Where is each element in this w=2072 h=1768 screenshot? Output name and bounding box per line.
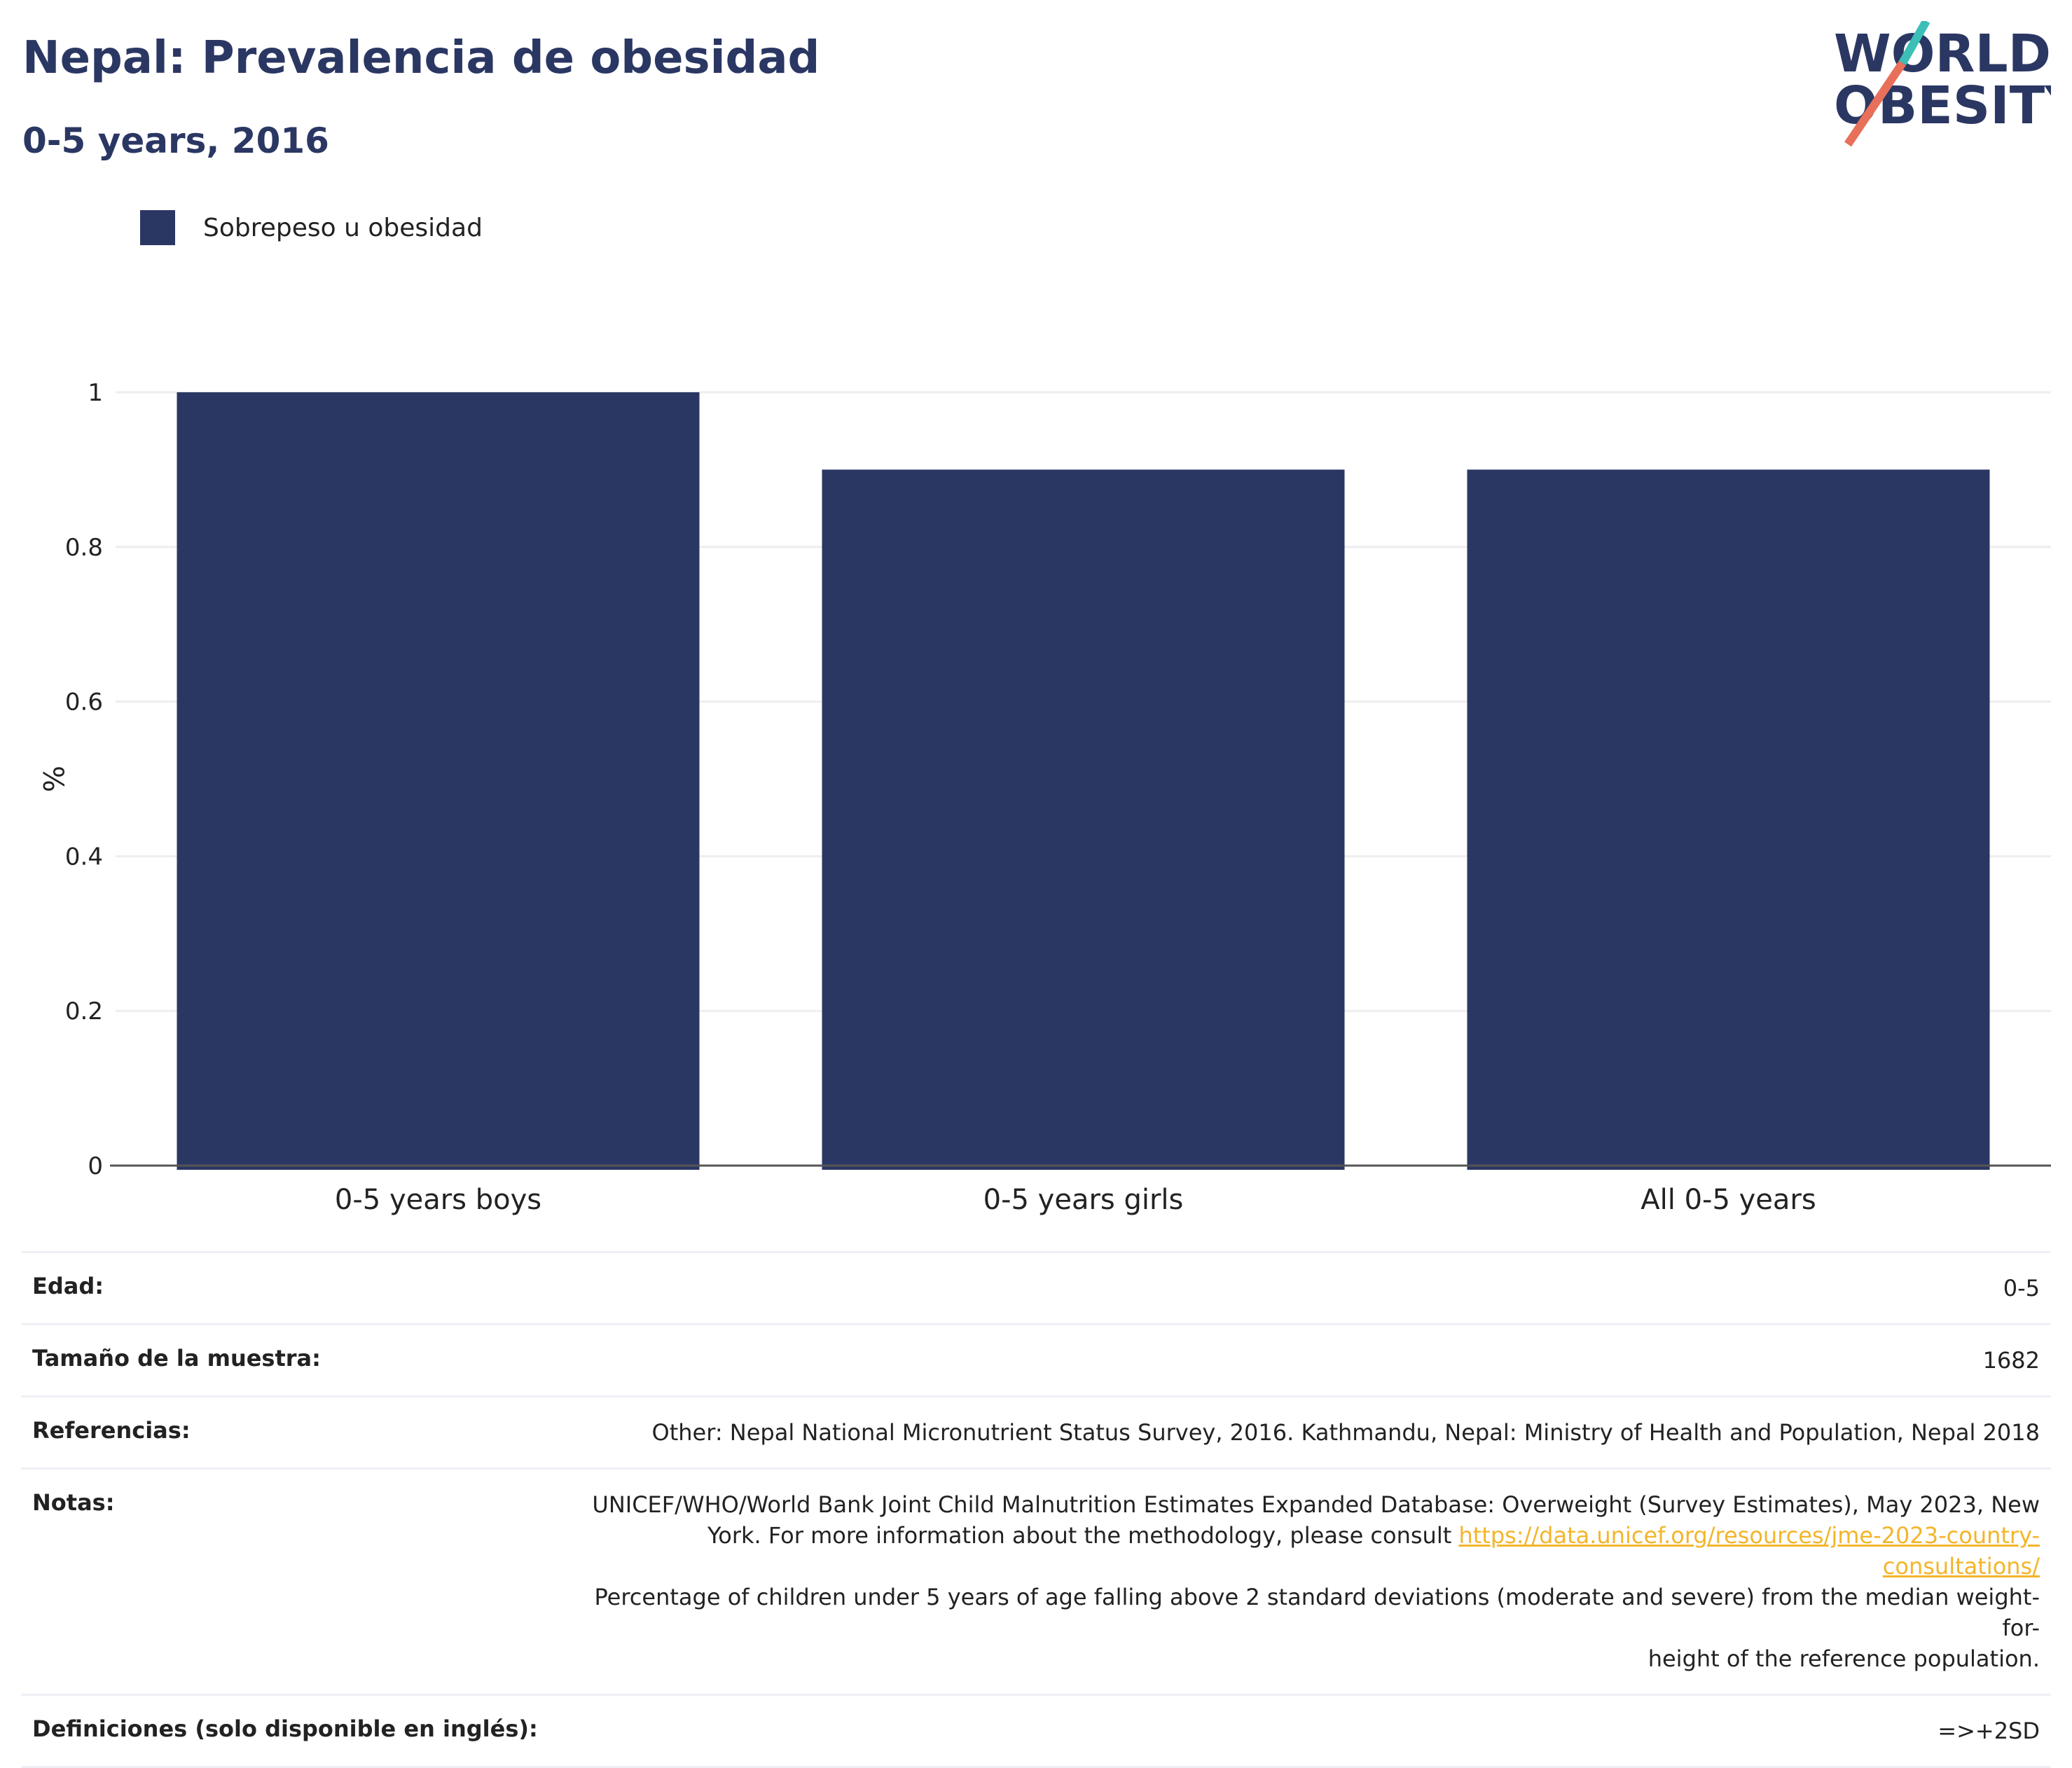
y-tick-label: 0.4 xyxy=(65,843,103,871)
logo-line2: OBESITY xyxy=(1834,76,2051,136)
info-row-notes: Notas: UNICEF/WHO/World Bank Joint Child… xyxy=(21,1468,2051,1695)
references-label: Referencias: xyxy=(32,1417,191,1444)
x-tick-label: All 0-5 years xyxy=(1641,1184,1816,1216)
y-tick-label: 1 xyxy=(88,379,103,407)
logo-slash-top xyxy=(1898,21,1931,65)
definitions-label: Definiciones (solo disponible en inglés)… xyxy=(32,1715,538,1742)
notes-line2: York. For more information about the met… xyxy=(707,1522,1452,1549)
notes-label: Notas: xyxy=(32,1489,115,1516)
definitions-value: =>+2SD xyxy=(1938,1718,2040,1744)
y-axis-title: % xyxy=(36,766,69,792)
logo-line1: WORLD xyxy=(1834,24,2051,84)
page-subtitle: 0-5 years, 2016 xyxy=(22,120,329,161)
bar-chart: 0 0.2 0.4 0.6 0.8 1 0-5 years boys 0-5 years gi… xyxy=(36,379,2051,1216)
sample-size-value: 1682 xyxy=(1982,1347,2040,1374)
info-row-definitions: Definiciones (solo disponible en inglés)… xyxy=(21,1694,2051,1767)
info-row-age: Edad: 0-5 xyxy=(21,1252,2051,1325)
notes-value: UNICEF/WHO/World Bank Joint Child Malnut… xyxy=(549,1469,2051,1695)
age-label: Edad: xyxy=(32,1273,104,1299)
logo-slash-bottom xyxy=(1844,60,1906,147)
y-tick-label: 0.6 xyxy=(65,689,103,717)
x-tick-label: 0-5 years girls xyxy=(983,1184,1184,1216)
bar xyxy=(822,469,1345,1170)
page-title: Nepal: Prevalencia de obesidad xyxy=(22,32,820,84)
info-row-references: Referencias: Other: Nepal National Micro… xyxy=(21,1396,2051,1469)
bar xyxy=(1467,469,1990,1170)
notes-line1: UNICEF/WHO/World Bank Joint Child Malnut… xyxy=(592,1491,2040,1518)
legend-swatch xyxy=(140,210,175,245)
age-value: 0-5 xyxy=(2003,1275,2040,1301)
x-tick-label: 0-5 years boys xyxy=(335,1184,541,1216)
chart-legend[interactable]: Sobrepeso u obesidad xyxy=(140,210,483,245)
info-table: Edad: 0-5 Tamaño de la muestra: 1682 Ref… xyxy=(21,1251,2051,1768)
references-value: Other: Nepal National Micronutrient Stat… xyxy=(651,1419,2040,1446)
info-row-sample-size: Tamaño de la muestra: 1682 xyxy=(21,1324,2051,1397)
sample-size-label: Tamaño de la muestra: xyxy=(32,1345,321,1372)
y-tick-label: 0 xyxy=(88,1152,103,1180)
legend-label: Sobrepeso u obesidad xyxy=(203,213,483,242)
y-tick-label: 0.8 xyxy=(65,534,103,562)
notes-line4: height of the reference population. xyxy=(1648,1645,2040,1672)
bar xyxy=(177,392,700,1170)
notes-line3: Percentage of children under 5 years of … xyxy=(594,1584,2040,1641)
y-tick-label: 0.2 xyxy=(65,997,103,1025)
methodology-link[interactable]: https://data.unicef.org/resources/jme-20… xyxy=(1458,1522,2040,1580)
world-obesity-logo: WORLD OBESITY xyxy=(1834,21,2051,147)
